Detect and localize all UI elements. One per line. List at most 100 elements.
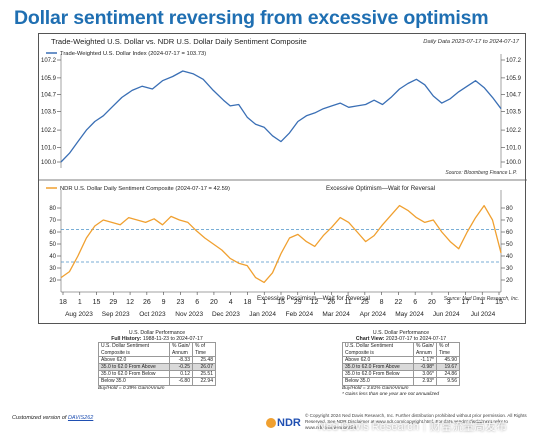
x-tick-label: 6 (195, 299, 199, 306)
table-row-highlighted: 35.0 to 62.0 From Above -0.98* 19.67 (342, 363, 460, 372)
x-tick-label: 12 (311, 299, 319, 306)
footer-customized-prefix: Customized version of (12, 415, 67, 421)
ndr-logo: NDR (266, 416, 301, 434)
x-month-label: Jan 2024 (249, 311, 276, 318)
x-tick-label: 26 (143, 299, 151, 306)
y-tick-label-left: 104.7 (41, 93, 57, 99)
table-cell: Below 35.0 (342, 377, 414, 386)
table-cell: 24.86 (436, 370, 460, 379)
table-cell: 3.06* (413, 370, 437, 379)
y-tick-label-right: 80 (506, 206, 513, 212)
chart-panel: Trade-Weighted U.S. Dollar vs. NDR U.S. … (38, 33, 527, 324)
table-header-cell: % of Time (192, 342, 216, 357)
table-cell: 25.48 (192, 355, 216, 365)
table-header-cell: % of Time (436, 342, 460, 357)
legend-dollar: Trade-Weighted U.S. Dollar Index (2024-0… (60, 51, 206, 57)
x-tick-label: 20 (428, 299, 436, 306)
y-tick-label-right: 70 (506, 218, 513, 224)
table-row: Below 35.0 -6.80 22.94 (98, 377, 216, 386)
sentiment-line (60, 204, 502, 284)
x-month-label: Sep 2023 (102, 311, 130, 318)
table-right-footnote: Buy/Hold = 3.81% Gain/Annum (342, 385, 409, 391)
table-row: 35.0 to 62.0 From Below 3.06* 24.86 (342, 370, 460, 379)
y-tick-label-right: 30 (506, 266, 513, 272)
x-month-label: Aug 2023 (65, 311, 93, 318)
x-tick-label: 4 (229, 299, 233, 306)
y-tick-label-left: 20 (49, 278, 56, 284)
table-row: Above 62.0 -1.17* 45.90 (342, 355, 460, 365)
x-tick-label: 3 (447, 299, 451, 306)
y-tick-label-left: 100.0 (41, 160, 57, 166)
x-month-label: Dec 2023 (212, 311, 240, 318)
table-cell: 9.56 (436, 377, 460, 386)
x-month-label: Mar 2024 (322, 311, 350, 318)
daily-data-label: Daily Data 2023-07-17 to 2024-07-17 (423, 39, 519, 45)
table-left-period-label: Full History: (111, 336, 142, 343)
performance-table-chart-view: U.S. Dollar Performance Chart View: 2023… (342, 330, 460, 398)
table-left-footnote: Buy/Hold = 0.39% Gain/Annum (98, 385, 165, 391)
chart-svg: Trade-Weighted U.S. Dollar vs. NDR U.S. … (39, 37, 527, 318)
table-right-period: 2023-07-17 to 2024-07-17 (385, 336, 447, 343)
y-tick-label-left: 50 (49, 242, 56, 248)
table-cell: 19.67 (436, 363, 460, 372)
table-cell: -0.25 (169, 363, 193, 372)
chart-title: Trade-Weighted U.S. Dollar vs. NDR U.S. … (51, 37, 307, 46)
x-tick-label: 15 (93, 299, 101, 306)
y-tick-label-right: 105.9 (506, 76, 522, 82)
x-tick-label: 25 (361, 299, 369, 306)
y-tick-label-left: 70 (49, 218, 56, 224)
y-tick-label-left: 40 (49, 254, 56, 260)
ndr-logo-text: NDR (277, 417, 301, 429)
table-row: Above 62.0 -8.33 25.48 (98, 355, 216, 365)
x-tick-label: 6 (413, 299, 417, 306)
table-cell: 0.12 (169, 370, 193, 379)
footer-customized: Customized version of DAVIS262 (12, 415, 93, 421)
y-tick-label-left: 105.9 (41, 76, 57, 82)
x-month-label: Apr 2024 (360, 311, 387, 318)
davis-link[interactable]: DAVIS262 (67, 415, 94, 421)
x-month-label: Nov 2023 (175, 311, 203, 318)
table-cell: -6.80 (169, 377, 193, 386)
table-cell: 25.51 (192, 370, 216, 379)
x-tick-label: 15 (277, 299, 285, 306)
x-tick-label: 26 (327, 299, 335, 306)
x-tick-label: 1 (262, 299, 266, 306)
y-tick-label-right: 101.0 (506, 145, 522, 151)
x-tick-label: 18 (244, 299, 252, 306)
y-tick-label-right: 102.2 (506, 128, 522, 134)
performance-table-full-history: U.S. Dollar Performance Full History: 19… (98, 330, 216, 392)
table-right-period-label: Chart View: (355, 336, 385, 343)
table-cell: 35.0 to 62.0 From Below (98, 370, 170, 379)
table-header-row: U.S. Dollar Sentiment Composite is % Gai… (98, 342, 216, 357)
table-row: 35.0 to 62.0 From Below 0.12 25.51 (98, 370, 216, 379)
y-tick-label-right: 50 (506, 242, 513, 248)
table-row-highlighted: 35.0 to 62.0 From Above -0.25 26.07 (98, 363, 216, 372)
table-cell: 2.93* (413, 377, 437, 386)
table-right-period-line: Chart View: 2023-07-17 to 2024-07-17 (342, 336, 460, 342)
y-tick-label-right: 40 (506, 254, 513, 260)
table-cell: 35.0 to 62.0 From Above (342, 363, 414, 372)
x-tick-label: 22 (394, 299, 402, 306)
x-month-label: Jun 2024 (433, 311, 460, 318)
plots-group: 100.0 100.0 101.0 101.0 102.2 102.2 103.5 103.5… (41, 54, 522, 318)
x-tick-label: 11 (344, 299, 351, 306)
y-tick-label-right: 100.0 (506, 160, 522, 166)
table-header-row: U.S. Dollar Sentiment Composite is % Gai… (342, 342, 460, 357)
y-tick-label-left: 101.0 (41, 145, 57, 151)
table-header-cell: % Gain/ Annum (169, 342, 193, 357)
ndr-logo-mark-icon (266, 418, 276, 428)
x-tick-label: 12 (126, 299, 134, 306)
table-cell: -0.98* (413, 363, 437, 372)
x-month-label: Oct 2023 (139, 311, 166, 318)
watermark: Ned Davis Research｜财富流量局发布 (318, 421, 507, 433)
y-tick-label-right: 104.7 (506, 93, 522, 99)
x-tick-label: 29 (109, 299, 117, 306)
table-cell: 26.07 (192, 363, 216, 372)
y-tick-label-right: 20 (506, 278, 513, 284)
table-right-grid: U.S. Dollar Sentiment Composite is % Gai… (342, 342, 460, 386)
source-bottom: Source: Ned Davis Research, Inc. (444, 296, 519, 302)
table-left-period: 1988-11-23 to 2024-07-17 (142, 336, 203, 343)
y-tick-label-left: 30 (49, 266, 56, 272)
table-cell: 35.0 to 62.0 From Below (342, 370, 414, 379)
dollar-index-line (60, 70, 502, 163)
